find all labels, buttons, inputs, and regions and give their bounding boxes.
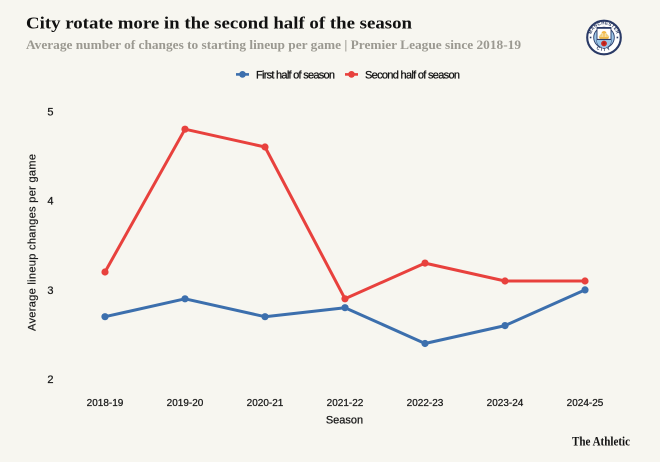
svg-text:City rotate more in the second: City rotate more in the second half of t… xyxy=(26,14,413,33)
svg-text:2024-25: 2024-25 xyxy=(567,398,604,409)
svg-text:First half of season: First half of season xyxy=(256,69,335,81)
svg-text:Average number of changes to s: Average number of changes to starting li… xyxy=(26,38,521,52)
svg-text:The Athletic: The Athletic xyxy=(572,435,630,449)
svg-text:2023-24: 2023-24 xyxy=(487,398,524,409)
svg-text:Average lineup changes per gam: Average lineup changes per game xyxy=(27,154,39,331)
svg-text:3: 3 xyxy=(47,285,53,297)
svg-text:2018-19: 2018-19 xyxy=(87,398,124,409)
svg-text:4: 4 xyxy=(47,196,53,208)
svg-text:2022-23: 2022-23 xyxy=(407,398,444,409)
svg-text:CITY: CITY xyxy=(596,45,613,52)
svg-text:5: 5 xyxy=(47,106,53,118)
svg-text:2019-20: 2019-20 xyxy=(167,398,204,409)
svg-text:2: 2 xyxy=(47,374,53,386)
svg-text:Second half of season: Second half of season xyxy=(365,69,460,81)
svg-text:2020-21: 2020-21 xyxy=(247,398,284,409)
svg-text:2021-22: 2021-22 xyxy=(327,398,364,409)
svg-text:Season: Season xyxy=(326,415,363,427)
